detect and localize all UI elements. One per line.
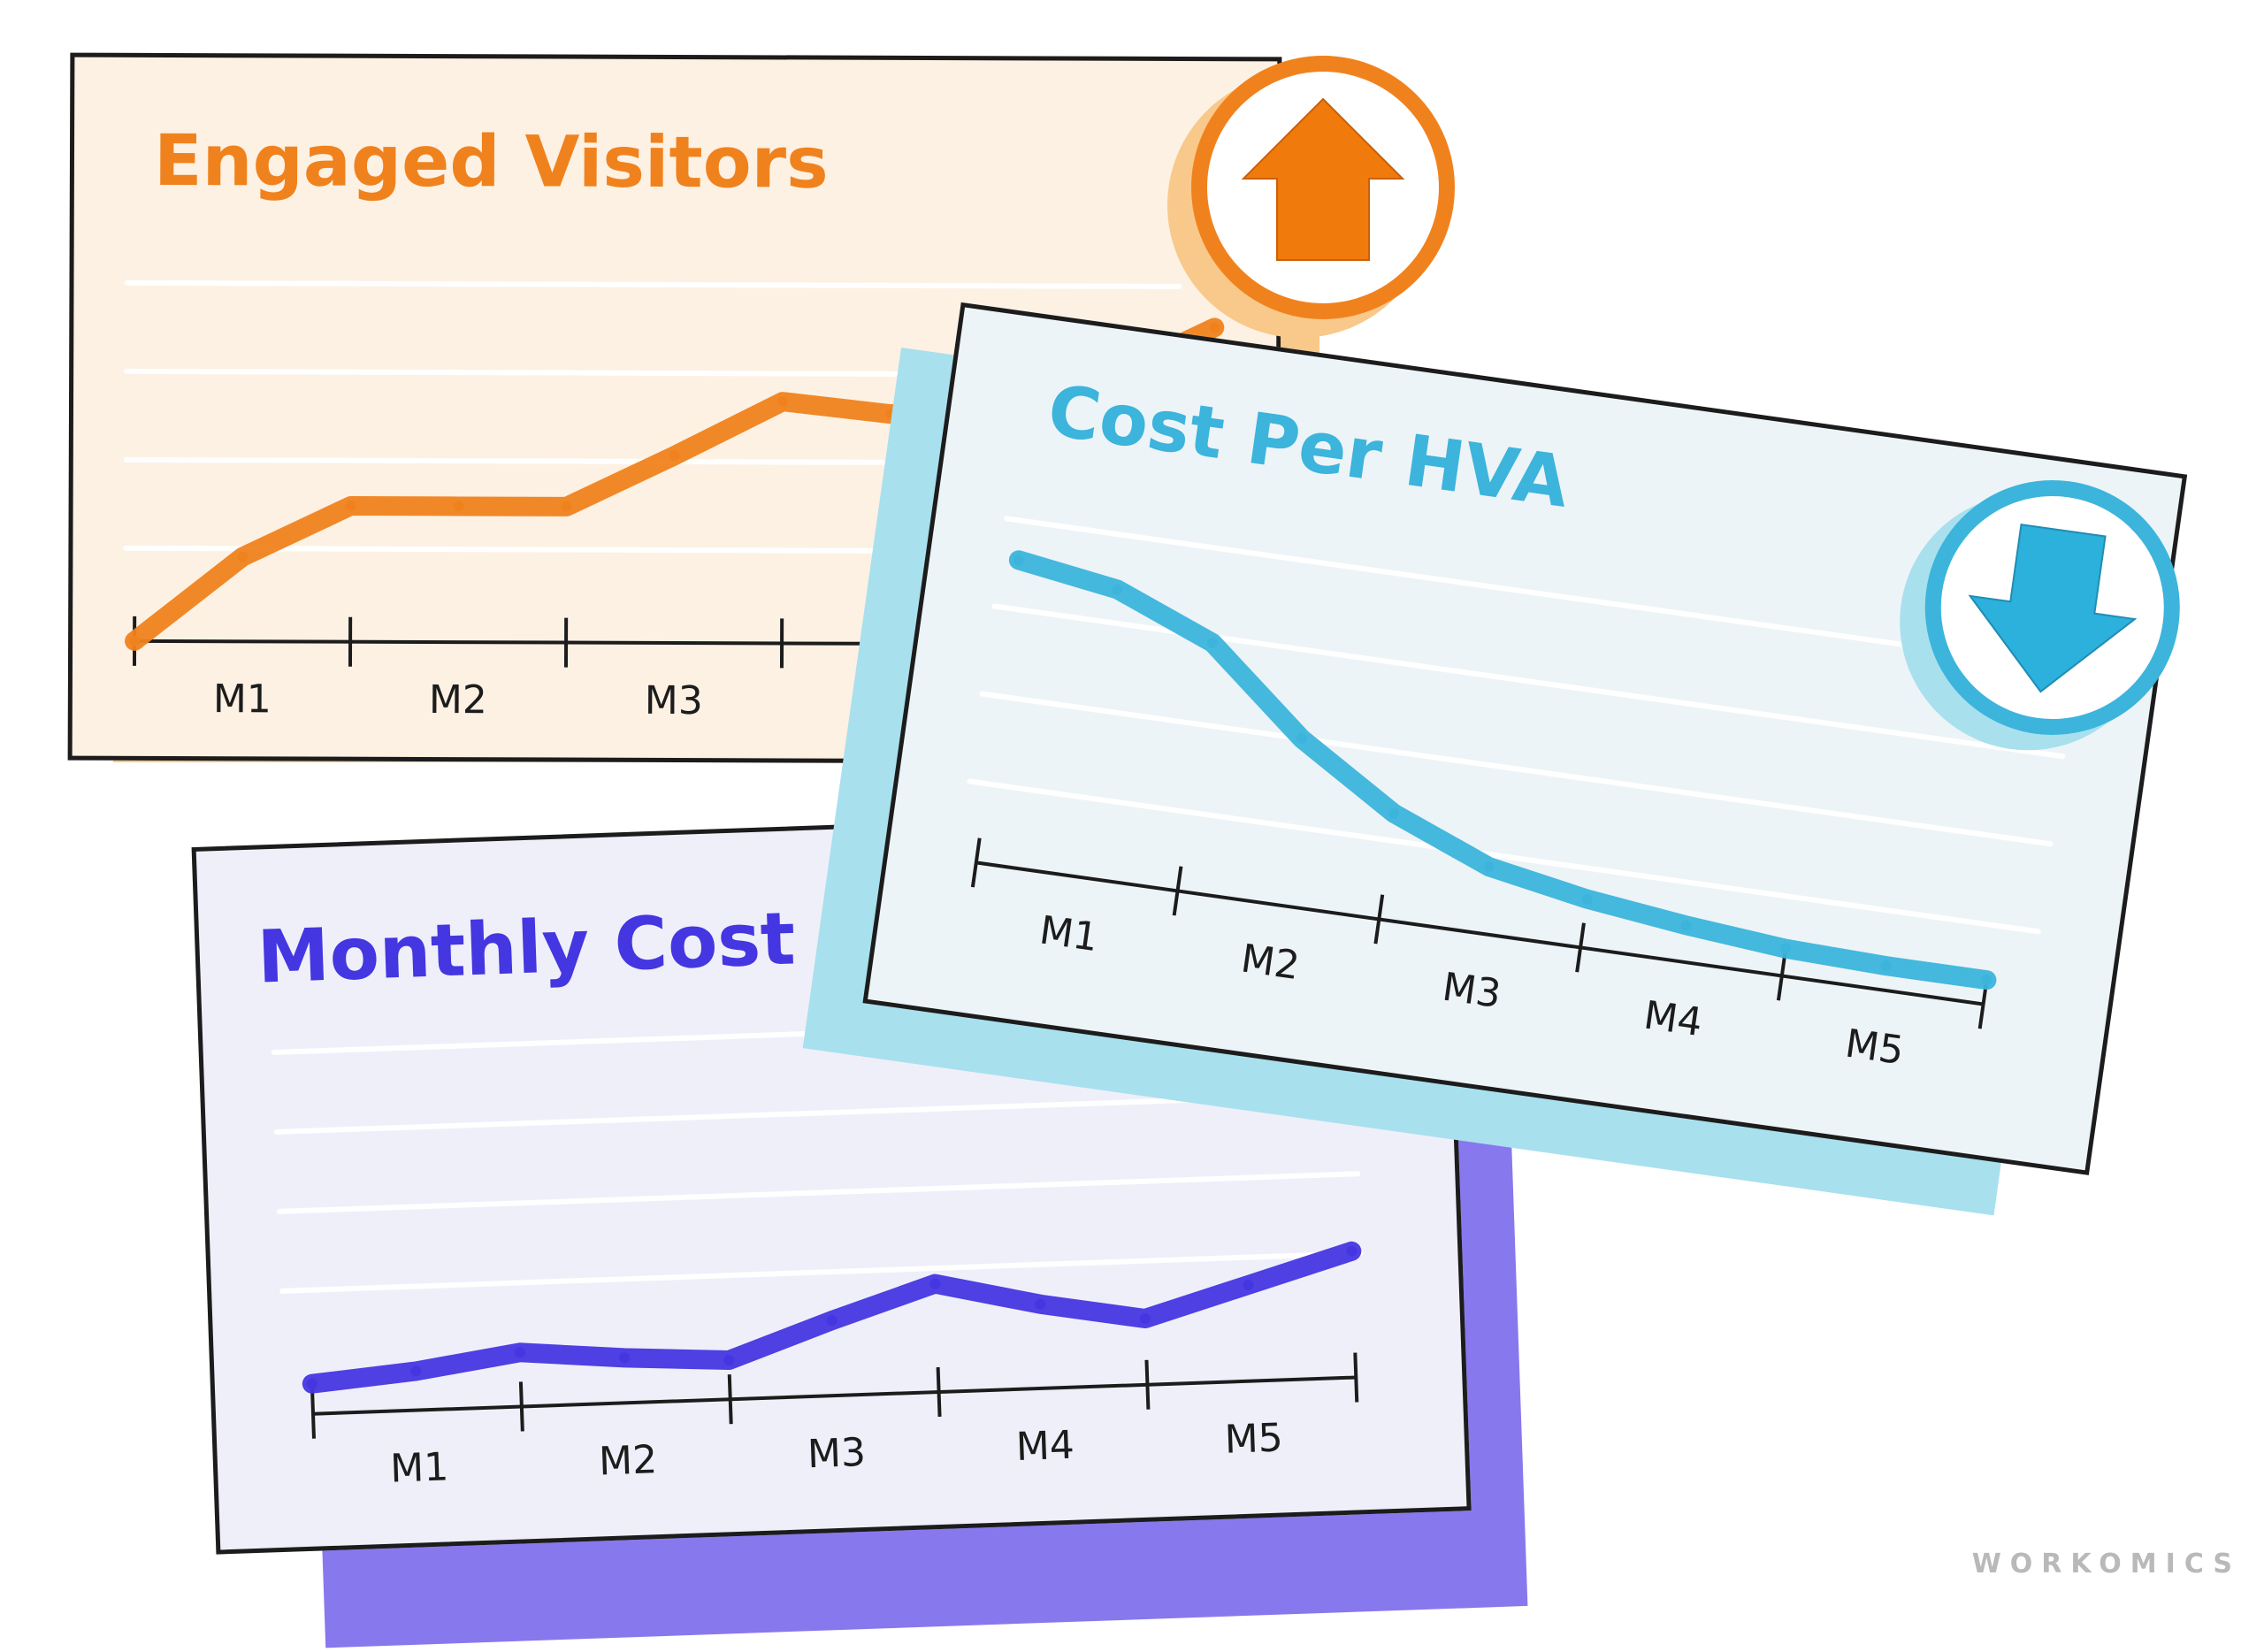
axis-tick [521,1381,523,1431]
gridline [126,283,1179,287]
axis-tick [1146,1360,1148,1410]
tick-label: M1 [213,677,272,722]
tick-label: M4 [1015,1423,1075,1470]
data-point [346,501,356,511]
tick-label: M2 [1238,936,1302,989]
tick-label: M1 [389,1444,449,1491]
tick-label: M2 [598,1437,658,1484]
axis-tick [938,1367,940,1417]
tick-label: M5 [1224,1415,1284,1462]
axis-tick [312,1389,314,1439]
tick-label: M2 [429,677,487,723]
gridline [970,782,2038,932]
data-point [129,636,140,646]
tick-label: M3 [645,678,703,723]
gridline [282,1253,1360,1291]
tick-label: M1 [1036,907,1100,960]
tick-label: M5 [1842,1021,1906,1074]
tick-label: M4 [1641,992,1705,1045]
tick-label: M3 [1440,964,1503,1017]
data-point [777,396,788,407]
axis-tick [1355,1353,1357,1403]
x-axis [313,1378,1356,1414]
axis-tick [730,1374,731,1424]
data-point [669,450,680,461]
series-line [980,560,2026,980]
watermark-logo: WORKOMICS [1972,1549,2241,1579]
data-point [562,501,572,512]
data-point [454,501,464,511]
tick-label: M3 [807,1430,867,1477]
data-point [237,552,248,562]
trend-down-badge [1872,445,2212,784]
